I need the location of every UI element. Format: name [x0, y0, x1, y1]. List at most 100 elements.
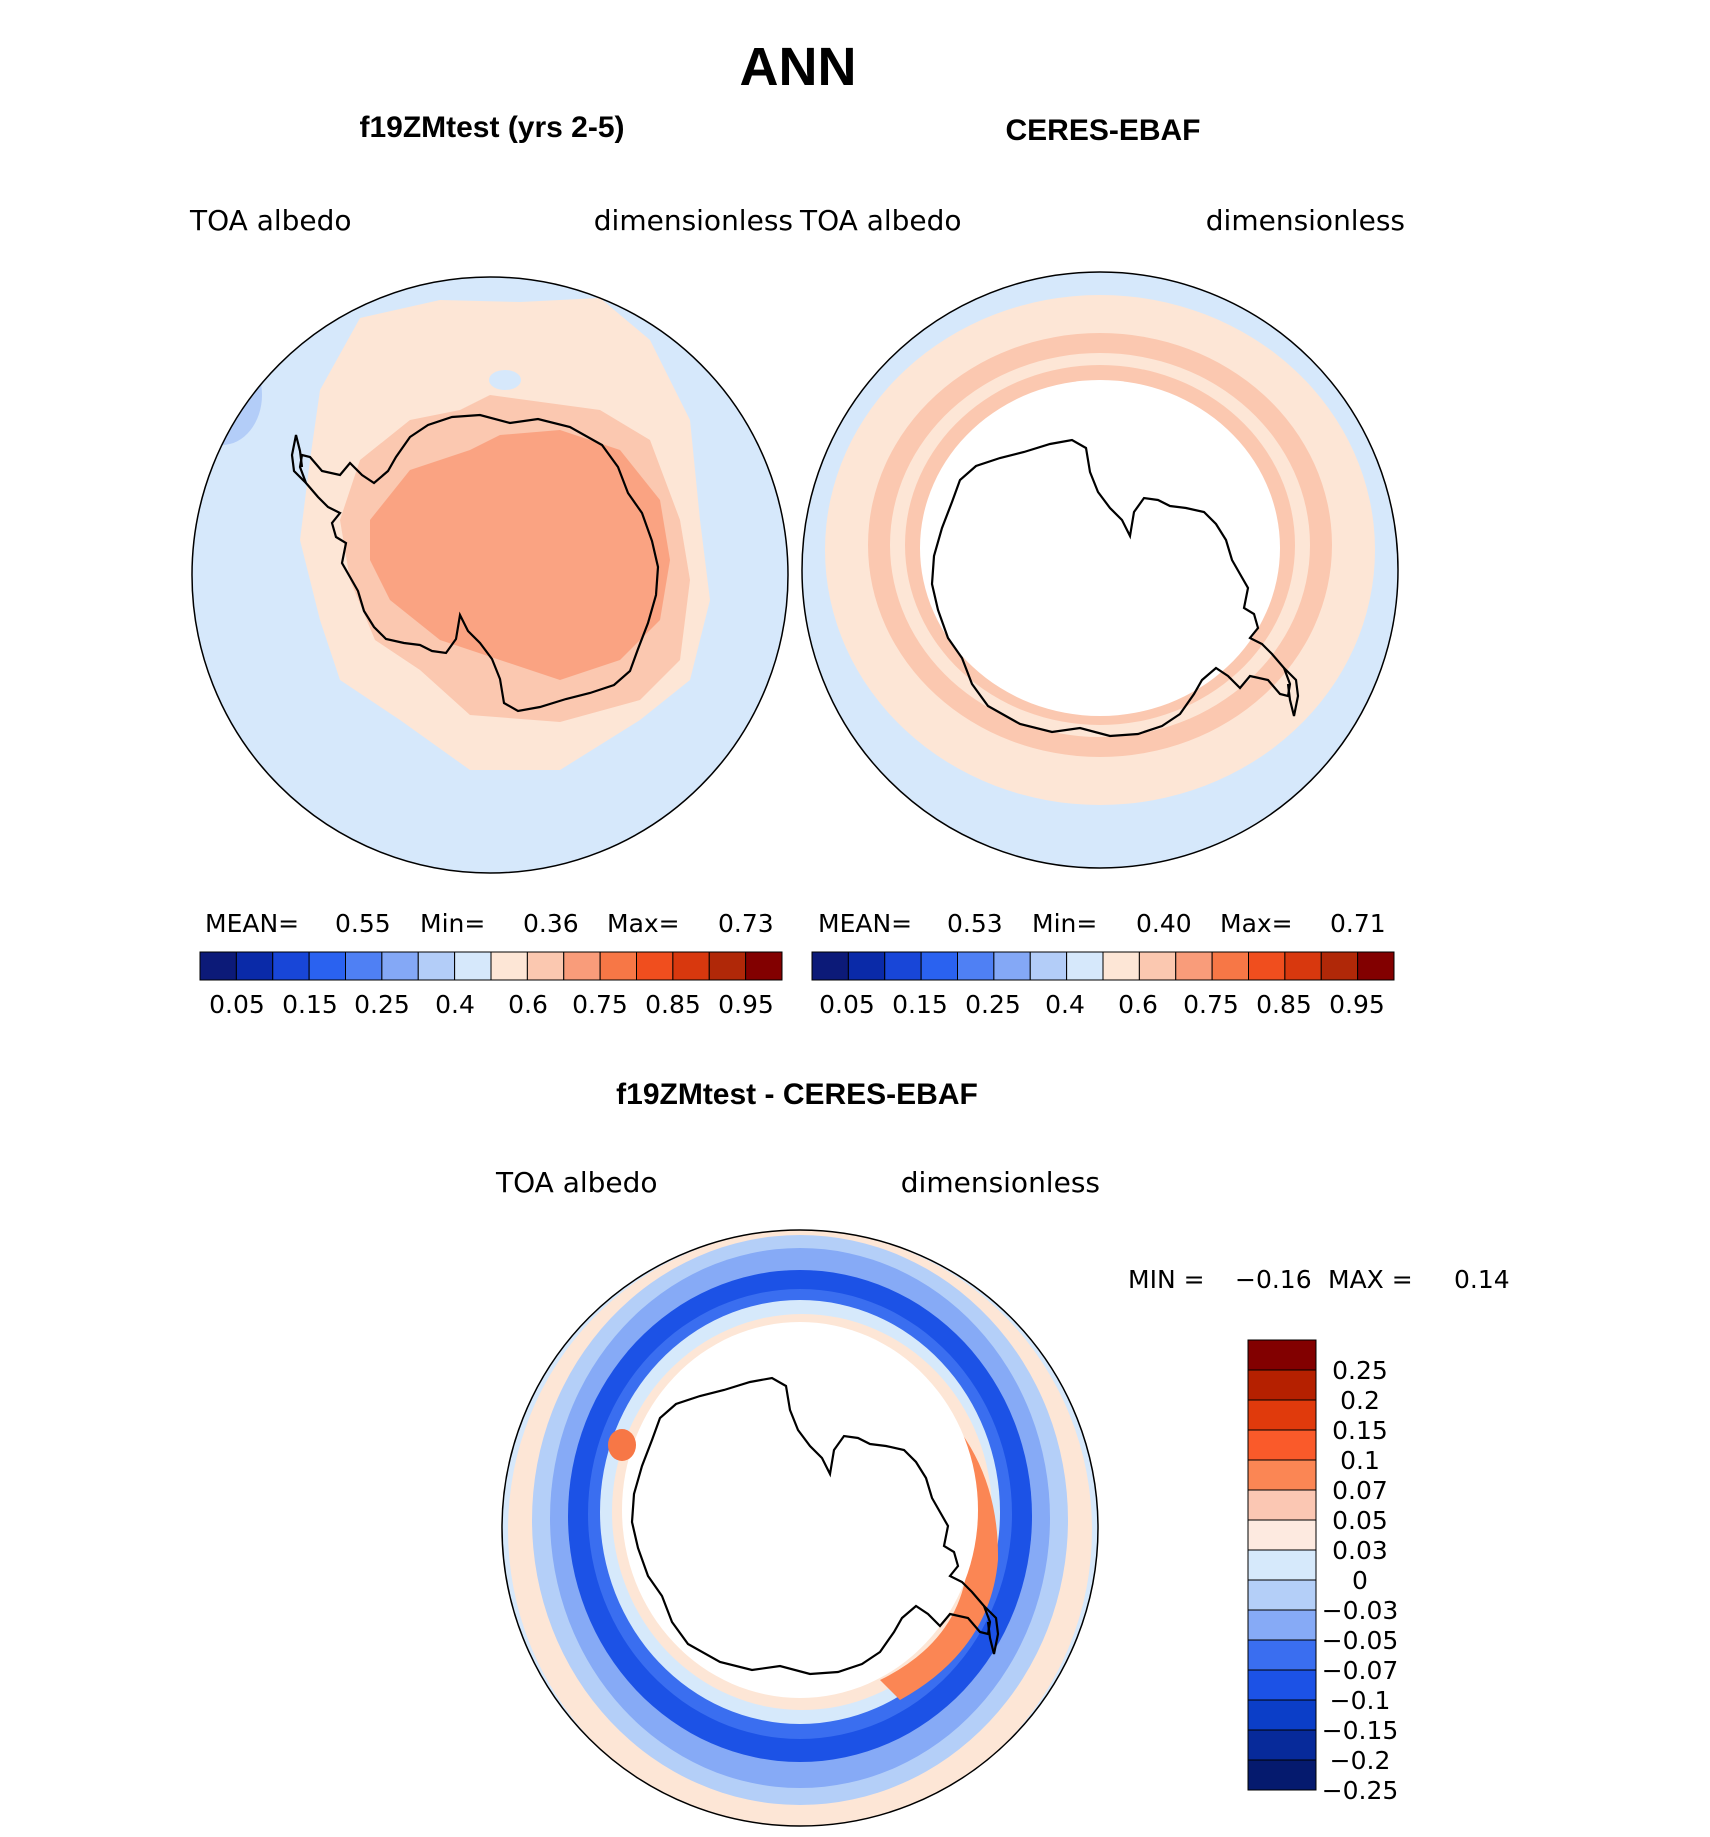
colorbar-model-labels: 0.05 0.15 0.25 0.4 0.6 0.75 0.85 0.95 — [209, 990, 774, 1019]
stat-max-value: 0.71 — [1330, 909, 1386, 938]
stat-mean-label: MEAN= — [205, 909, 299, 938]
colorbar-swatch — [417, 951, 456, 981]
panel-diff-variable: TOA albedo — [495, 1166, 658, 1199]
cbar-tick-label: 0.6 — [1118, 990, 1158, 1019]
cbar-tick-label: −0.25 — [1322, 1776, 1399, 1805]
panel-obs-stats: MEAN= 0.53 Min= 0.40 Max= 0.71 — [818, 909, 1386, 938]
diff-max-value: 0.14 — [1454, 1265, 1510, 1294]
colorbar-swatch — [1247, 1759, 1317, 1791]
stat-min-label: Min= — [420, 909, 485, 938]
colorbar-swatch — [884, 951, 922, 981]
panel-model-variable: TOA albedo — [189, 204, 352, 237]
map-obs-border — [801, 271, 1399, 869]
colorbar-swatch — [1247, 1549, 1317, 1581]
colorbar-model — [199, 951, 783, 981]
stat-max-value: 0.73 — [718, 909, 774, 938]
figure-title: ANN — [740, 37, 857, 97]
cbar-tick-label: −0.07 — [1322, 1656, 1399, 1685]
colorbar-swatch — [526, 951, 565, 981]
colorbar-swatch — [993, 951, 1031, 981]
cbar-tick-label: 0.15 — [1332, 1416, 1388, 1445]
colorbar-swatch — [1247, 1489, 1317, 1521]
cbar-tick-label: −0.2 — [1330, 1746, 1391, 1775]
map-model-border — [191, 276, 789, 874]
diff-min-value: −0.16 — [1235, 1265, 1312, 1294]
colorbar-swatch — [811, 951, 849, 981]
colorbar-swatch — [1247, 1669, 1317, 1701]
colorbar-swatch — [308, 951, 346, 981]
cbar-tick-label: 0.75 — [572, 990, 628, 1019]
map-difference — [502, 1230, 1098, 1826]
colorbar-swatch — [490, 951, 528, 981]
colorbar-swatch — [1247, 1339, 1317, 1371]
cbar-tick-label: 0.95 — [718, 990, 774, 1019]
cbar-tick-label: −0.03 — [1322, 1596, 1399, 1625]
cbar-tick-label: 0.85 — [645, 990, 701, 1019]
colorbar-swatch — [1066, 951, 1104, 981]
colorbar-swatch — [1247, 1609, 1317, 1641]
map-model — [192, 277, 788, 873]
colorbar-swatch — [1247, 1399, 1317, 1431]
cbar-tick-label: 0 — [1352, 1566, 1368, 1595]
colorbar-swatch — [1211, 951, 1249, 981]
colorbar-swatch — [847, 951, 886, 981]
colorbar-swatch — [1138, 951, 1177, 981]
cbar-tick-label: −0.05 — [1322, 1626, 1399, 1655]
panel-obs-units: dimensionless — [1206, 204, 1405, 237]
cbar-tick-label: 0.4 — [435, 990, 475, 1019]
colorbar-swatch — [1320, 951, 1359, 981]
map-difference-border — [501, 1229, 1099, 1827]
cbar-tick-label: 0.05 — [209, 990, 265, 1019]
cbar-tick-label: 0.03 — [1332, 1536, 1388, 1565]
stat-min-label: Min= — [1032, 909, 1097, 938]
panel-diff-stats: MIN = −0.16 MAX = 0.14 — [1128, 1265, 1510, 1294]
cbar-tick-label: 0.4 — [1045, 990, 1085, 1019]
cbar-tick-label: 0.15 — [282, 990, 338, 1019]
colorbar-swatch — [563, 951, 601, 981]
panel-model-units: dimensionless — [594, 204, 793, 237]
diff-max-label: MAX = — [1328, 1265, 1413, 1294]
colorbar-swatch — [1029, 951, 1068, 981]
cbar-tick-label: 0.25 — [965, 990, 1021, 1019]
colorbar-swatch — [1284, 951, 1322, 981]
map-obs — [802, 272, 1398, 868]
cbar-tick-label: 0.05 — [1332, 1506, 1388, 1535]
cbar-tick-label: 0.07 — [1332, 1476, 1388, 1505]
colorbar-swatch — [957, 951, 995, 981]
stat-min-value: 0.40 — [1136, 909, 1192, 938]
colorbar-swatch — [920, 951, 958, 981]
colorbar-obs — [811, 951, 1395, 981]
cbar-tick-label: 0.6 — [508, 990, 548, 1019]
panel-obs-title: CERES-EBAF — [1005, 114, 1200, 147]
panel-obs-variable: TOA albedo — [799, 204, 962, 237]
colorbar-swatch — [1248, 951, 1286, 981]
colorbar-swatch — [672, 951, 710, 981]
panel-diff-title: f19ZMtest - CERES-EBAF — [616, 1078, 978, 1111]
cbar-tick-label: 0.1 — [1340, 1446, 1380, 1475]
colorbar-difference — [1247, 1339, 1317, 1791]
colorbar-swatch — [1175, 951, 1213, 981]
cbar-tick-label: 0.95 — [1329, 990, 1385, 1019]
colorbar-swatch — [454, 951, 492, 981]
stat-mean-value: 0.55 — [335, 909, 391, 938]
colorbar-swatch — [636, 951, 674, 981]
colorbar-swatch — [235, 951, 274, 981]
colorbar-swatch — [1247, 1519, 1317, 1551]
colorbar-difference-labels: 0.250.20.150.10.070.050.030−0.03−0.05−0.… — [1322, 1356, 1399, 1805]
diff-min-label: MIN = — [1128, 1265, 1205, 1294]
colorbar-swatch — [745, 951, 783, 981]
panel-diff-units: dimensionless — [901, 1166, 1100, 1199]
colorbar-swatch — [1247, 1579, 1317, 1611]
colorbar-swatch — [345, 951, 383, 981]
stat-min-value: 0.36 — [523, 909, 579, 938]
colorbar-swatch — [381, 951, 419, 981]
cbar-tick-label: 0.2 — [1340, 1386, 1380, 1415]
stat-mean-value: 0.53 — [947, 909, 1003, 938]
colorbar-swatch — [708, 951, 747, 981]
stat-mean-label: MEAN= — [818, 909, 912, 938]
colorbar-swatch — [1102, 951, 1140, 981]
colorbar-obs-labels: 0.05 0.15 0.25 0.4 0.6 0.75 0.85 0.95 — [819, 990, 1385, 1019]
colorbar-swatch — [1247, 1429, 1317, 1461]
colorbar-swatch — [1247, 1369, 1317, 1401]
